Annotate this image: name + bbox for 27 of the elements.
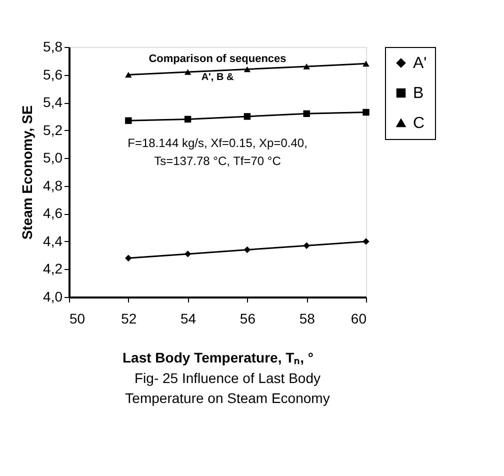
y-tick-label: 5,2 [43,122,63,138]
x-tick-label: 56 [240,310,256,326]
legend-label: C [413,115,425,132]
y-tick-label: 5,8 [43,38,63,54]
x-tick-label: 54 [180,310,196,326]
annotation: Comparison of sequences [148,53,286,65]
y-tick-label: 4,0 [43,288,63,304]
x-tick-label: 50 [70,310,86,326]
annotation: A', B & [201,72,234,83]
y-tick-label: 5,0 [43,150,63,166]
y-tick-label: 4,2 [43,260,63,277]
legend-label: B [413,85,424,102]
y-tick-label: 4,6 [43,205,63,222]
x-tick-label: 52 [121,310,137,326]
y-tick-label: 5,4 [43,94,63,110]
x-tick-label: 60 [350,310,367,326]
y-tick-label: 4,4 [43,232,63,249]
text: Temperature on Steam Economy [125,390,330,406]
legend-label: A' [413,55,427,72]
y-axis-title: Steam Economy, SE [19,105,36,240]
y-tick-label: 4,8 [43,177,63,194]
x-axis-title: Last Body Temperature, Tₙ, ° [122,350,314,366]
text: Fig- 25 Influence of Last Body [134,370,320,386]
annotation: Ts=137.78 °C, Tf=70 °C [154,154,282,168]
annotation: F=18.144 kg/s, Xf=0.15, Xp=0.40, [128,136,308,150]
y-tick-label: 5,6 [43,66,63,82]
x-tick-label: 58 [299,310,316,326]
